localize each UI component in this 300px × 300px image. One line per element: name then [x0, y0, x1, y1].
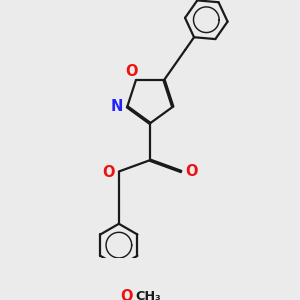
- Text: O: O: [102, 165, 115, 180]
- Text: N: N: [111, 99, 123, 114]
- Text: CH₃: CH₃: [136, 290, 161, 300]
- Text: O: O: [125, 64, 138, 79]
- Text: O: O: [185, 164, 198, 179]
- Text: O: O: [120, 289, 133, 300]
